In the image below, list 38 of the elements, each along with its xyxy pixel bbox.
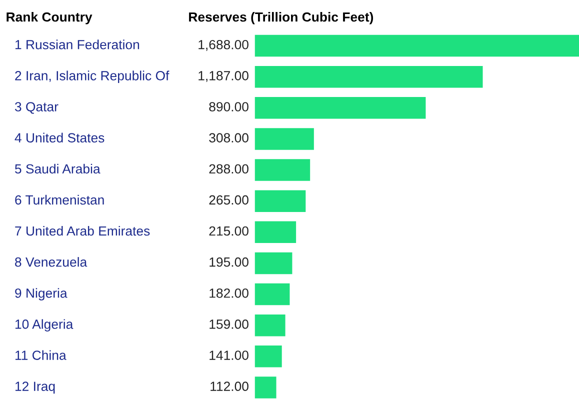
data-label: 159.00 — [210, 320, 248, 329]
y-tick-label: 6 Turkmenistan — [15, 194, 104, 205]
data-label: 215.00 — [209, 226, 248, 236]
data-label: 288.00 — [209, 164, 248, 174]
y-tick-label: 2 Iran, Islamic Republic Of — [15, 70, 170, 83]
data-label: 195.00 — [210, 257, 248, 267]
data-label: 1,187.00 — [198, 71, 248, 82]
y-tick-label: 10 Algeria — [15, 319, 74, 332]
bar — [254, 346, 282, 368]
bar — [254, 221, 296, 244]
data-label: 308.00 — [209, 133, 248, 142]
bar — [254, 252, 292, 274]
bar — [254, 283, 290, 306]
bar — [254, 376, 276, 398]
y-tick-label: 4 United States — [14, 132, 104, 142]
y-tick-label: 5 Saudi Arabia — [15, 164, 100, 174]
bar — [254, 128, 314, 150]
y-tick-label: 11 China — [15, 350, 66, 360]
bar — [254, 97, 426, 119]
y-tick-label: 12 Iraq — [15, 382, 55, 394]
bar — [254, 190, 306, 212]
x-axis-title: Reserves (Trillion Cubic Feet) — [189, 12, 374, 24]
bar — [254, 34, 579, 57]
y-axis-title: Rank Country — [6, 12, 92, 24]
data-label: 265.00 — [209, 195, 248, 205]
data-label: 112.00 — [210, 382, 248, 392]
y-tick-label: 3 Qatar — [14, 102, 58, 114]
y-tick-label: 8 Venezuela — [15, 257, 88, 267]
bar — [254, 66, 483, 88]
y-tick-label: 7 United Arab Emirates — [15, 226, 150, 236]
y-tick-label: 1 Russian Federation — [15, 40, 140, 50]
y-tick-label: 9 Nigeria — [15, 288, 68, 300]
bar — [254, 159, 310, 181]
data-label: 141.00 — [210, 350, 248, 360]
data-label: 1,688.00 — [198, 40, 248, 51]
data-label: 890.00 — [209, 102, 248, 112]
bar — [254, 314, 286, 336]
data-label: 182.00 — [210, 288, 248, 298]
